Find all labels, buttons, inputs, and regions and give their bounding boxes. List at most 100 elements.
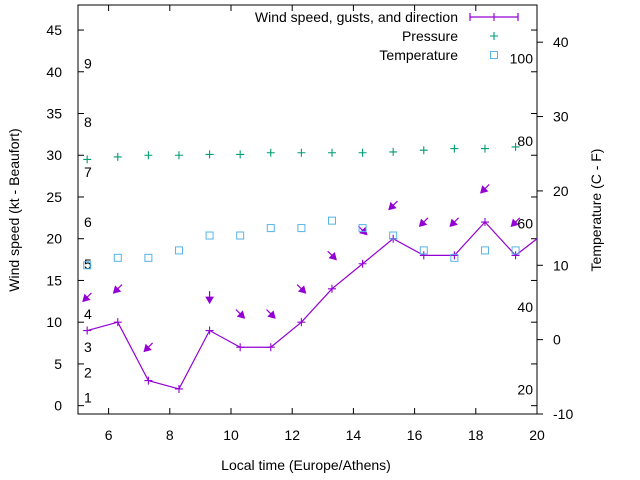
wind-speed-line xyxy=(87,221,538,390)
pressure-point xyxy=(174,151,183,160)
beaufort-label: 2 xyxy=(84,364,92,380)
y-tick-label-left: 35 xyxy=(46,106,62,122)
y-tick-label-left: 40 xyxy=(46,64,62,80)
temperature-point xyxy=(113,253,122,262)
temperature-point xyxy=(389,231,398,240)
pressure-point xyxy=(480,144,489,153)
wind-direction-arrow xyxy=(357,225,368,236)
arrow-head xyxy=(328,251,337,261)
pressure-point xyxy=(266,148,275,157)
beaufort-label: 1 xyxy=(84,389,92,405)
temperature-point xyxy=(450,253,459,262)
y-tick-label-right: 20 xyxy=(553,183,569,199)
wind-speed-point xyxy=(450,251,459,260)
wind-speed-point xyxy=(83,326,92,335)
temperature-point xyxy=(480,246,489,255)
arrow-head xyxy=(143,343,152,353)
wind-direction-arrow xyxy=(327,250,337,261)
y-tick-label-right: -10 xyxy=(553,406,573,422)
temperature-point xyxy=(144,253,153,262)
wind-direction-arrow xyxy=(205,291,214,305)
y-tick-label-left: 25 xyxy=(46,189,62,205)
beaufort-label: 3 xyxy=(84,339,92,355)
wind-speed-point xyxy=(358,259,367,268)
fahrenheit-label: 60 xyxy=(517,216,533,232)
pressure-point xyxy=(389,147,398,156)
beaufort-label: 6 xyxy=(84,214,92,230)
legend-sample-wind-caps xyxy=(469,13,519,21)
pressure-point xyxy=(511,142,520,151)
wind-direction-arrow xyxy=(143,342,154,353)
arrow-head xyxy=(297,285,307,294)
x-tick-label: 8 xyxy=(166,427,174,443)
temperature-point xyxy=(266,224,275,233)
legend-label-wind: Wind speed, gusts, and direction xyxy=(255,9,458,25)
beaufort-label: 8 xyxy=(84,114,92,130)
y-tick-label-left: 45 xyxy=(46,22,62,38)
temperature-point xyxy=(419,246,428,255)
x-tick-label: 18 xyxy=(468,427,484,443)
fahrenheit-label: 80 xyxy=(517,133,533,149)
wind-speed-point xyxy=(144,376,153,385)
pressure-point xyxy=(236,150,245,159)
arrow-head xyxy=(449,218,458,227)
pressure-point xyxy=(113,152,122,161)
y-tick-label-left: 5 xyxy=(54,356,62,372)
x-axis-label: Local time (Europe/Athens) xyxy=(221,457,391,473)
temperature-point xyxy=(358,224,367,233)
y-tick-label-right: 40 xyxy=(553,34,569,50)
fahrenheit-label: 100 xyxy=(510,51,534,67)
pressure-point xyxy=(450,144,459,153)
wind-speed-point xyxy=(236,343,245,352)
y-tick-label-right: 0 xyxy=(553,332,561,348)
arrow-head xyxy=(480,185,489,194)
wind-speed-point xyxy=(480,218,489,227)
wind-direction-arrow xyxy=(510,217,521,227)
temperature-point xyxy=(174,246,183,255)
wind-speed-point xyxy=(511,251,520,260)
x-tick-label: 12 xyxy=(284,427,300,443)
y-tick-label-right: 30 xyxy=(553,109,569,125)
plot-frame xyxy=(77,4,538,415)
x-tick-label: 16 xyxy=(407,427,423,443)
pressure-point xyxy=(144,151,153,160)
y-tick-label-right: 10 xyxy=(553,257,569,273)
wind-direction-arrow xyxy=(112,284,123,294)
x-tick-label: 6 xyxy=(105,427,113,443)
wind-direction-arrow xyxy=(296,284,307,294)
arrow-head xyxy=(510,218,520,227)
temperature-point xyxy=(511,246,520,255)
y-tick-label-left: 20 xyxy=(46,231,62,247)
y-axis-label-left: Wind speed (kt - Beaufort) xyxy=(6,128,22,291)
temperature-point xyxy=(205,231,214,240)
arrow-head xyxy=(418,218,428,227)
legend-label-pressure: Pressure xyxy=(402,28,458,44)
temperature-point xyxy=(297,224,306,233)
wind-speed-point xyxy=(419,251,428,260)
legend-label-temperature: Temperature xyxy=(379,47,458,63)
wind-speed-point xyxy=(205,326,214,335)
y-tick-label-left: 10 xyxy=(46,314,62,330)
wind-direction-arrow xyxy=(82,292,92,303)
legend: Wind speed, gusts, and direction Pressur… xyxy=(255,9,519,63)
x-tick-label: 10 xyxy=(223,427,239,443)
beaufort-label: 9 xyxy=(84,55,92,71)
x-tick-label: 14 xyxy=(346,427,362,443)
wind-speed-point xyxy=(174,384,183,393)
pressure-point xyxy=(205,150,214,159)
wind-direction-arrow xyxy=(388,200,398,211)
beaufort-label: 5 xyxy=(84,256,92,272)
arrow-head xyxy=(267,310,276,319)
pressure-point xyxy=(419,146,428,155)
y-tick-label-left: 15 xyxy=(46,272,62,288)
wind-speed-point xyxy=(266,343,275,352)
temperature-point xyxy=(83,261,92,270)
temperature-point xyxy=(327,216,336,225)
beaufort-label: 7 xyxy=(84,164,92,180)
arrow-head xyxy=(236,310,246,319)
y-tick-label-left: 30 xyxy=(46,147,62,163)
wind-direction-arrow xyxy=(235,309,246,319)
temperature-point xyxy=(236,231,245,240)
y-tick-label-left: 0 xyxy=(54,398,62,414)
